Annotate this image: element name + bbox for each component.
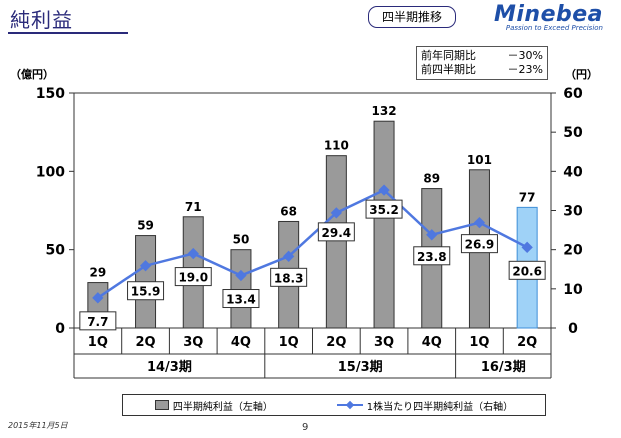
group-label: 15/3期 xyxy=(338,360,383,375)
eps-point xyxy=(187,247,199,260)
bar-value-label: 50 xyxy=(233,233,250,247)
comparison-row-qoq: 前四半期比 －23% xyxy=(421,63,543,77)
right-axis-tick-label: 50 xyxy=(563,125,583,141)
bar-value-label: 101 xyxy=(467,153,492,167)
category-label: 3Q xyxy=(183,335,203,350)
right-axis-tick-label: 20 xyxy=(563,243,583,259)
bar-value-label: 59 xyxy=(137,219,154,233)
bar-value-label: 29 xyxy=(89,266,106,280)
title-underline xyxy=(8,32,128,34)
eps-label-box xyxy=(222,289,260,309)
eps-value-label: 13.4 xyxy=(226,293,256,307)
right-axis-tick-label: 10 xyxy=(563,282,583,298)
eps-label-box xyxy=(127,281,165,301)
right-axis-tick-label: 0 xyxy=(568,321,578,337)
legend-label: 1株当たり四半期純利益（右軸） xyxy=(366,401,514,413)
eps-value-label: 26.9 xyxy=(465,238,495,252)
comparison-row-yoy: 前年同期比 －30% xyxy=(421,49,543,63)
period-badge: 四半期推移 xyxy=(368,6,456,28)
comparison-box: 前年同期比 －30% 前四半期比 －23% xyxy=(416,46,548,80)
comparison-value: －23% xyxy=(507,63,543,76)
eps-value-label: 20.6 xyxy=(512,264,542,278)
eps-point xyxy=(378,184,390,196)
eps-value-label: 19.0 xyxy=(178,271,208,285)
category-label: 1Q xyxy=(469,335,489,350)
category-label: 1Q xyxy=(88,335,108,350)
bar xyxy=(325,155,347,329)
eps-value-label: 23.8 xyxy=(417,250,447,264)
eps-label-box xyxy=(317,222,355,242)
eps-label-box xyxy=(79,311,117,331)
legend-label: 四半期純利益（左軸） xyxy=(172,401,273,413)
bar-value-label: 68 xyxy=(280,204,297,218)
right-axis-tick-label: 30 xyxy=(563,204,583,220)
left-axis-tick-label: 150 xyxy=(36,86,65,102)
footer-date: 2015年11月5日 xyxy=(8,421,68,430)
brand-name: Minebea xyxy=(493,2,603,27)
bar-swatch-icon xyxy=(154,400,169,410)
category-label: 2Q xyxy=(326,335,346,350)
right-axis-unit: （円） xyxy=(565,68,598,81)
brand-logo: Minebea Passion to Exceed Precision xyxy=(494,2,603,32)
comparison-value: －30% xyxy=(507,49,543,62)
eps-label-box xyxy=(508,260,546,280)
comparison-label: 前四半期比 xyxy=(421,63,476,76)
eps-point xyxy=(139,260,152,272)
eps-point xyxy=(235,269,247,282)
bar-value-label: 77 xyxy=(519,190,536,204)
bar-value-label: 89 xyxy=(423,172,440,186)
line-swatch-icon xyxy=(336,400,363,410)
eps-point xyxy=(282,250,295,262)
comparison-label: 前年同期比 xyxy=(421,49,476,62)
category-label: 4Q xyxy=(231,335,251,350)
eps-label-box xyxy=(460,234,498,254)
page-title: 純利益 xyxy=(10,8,73,32)
left-axis-unit: （億円） xyxy=(10,68,54,81)
eps-label-box xyxy=(413,246,451,266)
bar xyxy=(373,120,395,329)
legend-item-line: 1株当たり四半期純利益（右軸） xyxy=(336,398,514,413)
left-axis-tick-label: 50 xyxy=(46,243,66,259)
bar-value-label: 132 xyxy=(372,104,397,118)
right-axis-tick-label: 60 xyxy=(563,86,583,102)
bar xyxy=(230,249,252,329)
left-axis-tick-label: 0 xyxy=(55,321,65,337)
chart-legend: 四半期純利益（左軸） 1株当たり四半期純利益（右軸） xyxy=(122,394,546,416)
category-label: 3Q xyxy=(374,335,394,350)
eps-value-label: 7.7 xyxy=(87,315,108,329)
eps-value-label: 15.9 xyxy=(131,285,161,299)
eps-point xyxy=(473,216,486,229)
category-label: 2Q xyxy=(135,335,155,350)
legend-item-bar: 四半期純利益（左軸） xyxy=(154,398,273,413)
bar-value-label: 110 xyxy=(324,139,349,153)
eps-value-label: 18.3 xyxy=(274,271,304,285)
eps-value-label: 29.4 xyxy=(322,226,352,240)
eps-point xyxy=(521,241,533,253)
group-label: 14/3期 xyxy=(147,360,192,375)
eps-label-box xyxy=(270,267,308,287)
eps-label-box xyxy=(365,199,403,219)
eps-line xyxy=(97,188,528,299)
left-axis-tick-label: 100 xyxy=(36,164,65,180)
category-label: 2Q xyxy=(517,335,537,350)
group-label: 16/3期 xyxy=(481,360,526,375)
eps-point xyxy=(426,229,438,241)
category-label: 4Q xyxy=(422,335,442,350)
eps-label-box xyxy=(174,267,212,287)
page-number: 9 xyxy=(302,422,309,433)
category-label: 1Q xyxy=(279,335,299,350)
brand-tagline: Passion to Exceed Precision xyxy=(505,24,603,32)
bar-value-label: 71 xyxy=(185,200,202,214)
eps-point xyxy=(330,207,343,219)
right-axis-tick-label: 40 xyxy=(563,164,583,180)
eps-value-label: 35.2 xyxy=(369,203,399,217)
